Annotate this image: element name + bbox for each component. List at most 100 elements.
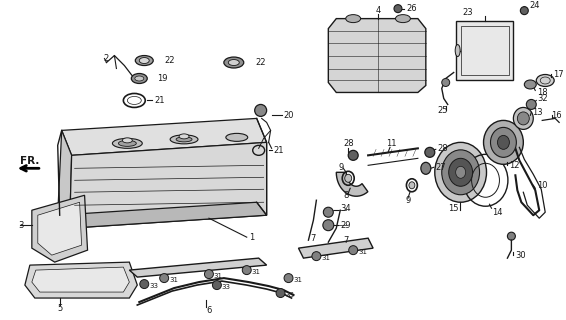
Ellipse shape: [441, 78, 450, 86]
Text: 9: 9: [338, 163, 344, 172]
Ellipse shape: [517, 112, 529, 125]
Ellipse shape: [435, 142, 487, 202]
Ellipse shape: [255, 104, 267, 116]
Ellipse shape: [276, 289, 285, 298]
Text: 24: 24: [529, 1, 540, 10]
Text: 21: 21: [154, 96, 165, 105]
Ellipse shape: [139, 58, 149, 64]
Text: 20: 20: [284, 111, 294, 120]
Ellipse shape: [346, 15, 361, 23]
Ellipse shape: [228, 60, 239, 66]
Ellipse shape: [421, 162, 431, 174]
Text: 3: 3: [18, 221, 23, 230]
Text: 21: 21: [273, 146, 284, 155]
Ellipse shape: [456, 166, 466, 178]
Ellipse shape: [224, 57, 244, 68]
Ellipse shape: [135, 76, 144, 81]
Ellipse shape: [498, 135, 509, 149]
Text: 31: 31: [321, 255, 331, 261]
Text: 31: 31: [358, 249, 367, 255]
Text: 7: 7: [310, 234, 316, 243]
Text: 29: 29: [340, 221, 351, 230]
Text: 9: 9: [406, 196, 411, 205]
Text: 11: 11: [386, 139, 397, 148]
Text: 6: 6: [206, 306, 211, 315]
Text: 5: 5: [58, 304, 63, 313]
Polygon shape: [58, 202, 267, 228]
Ellipse shape: [284, 274, 293, 283]
Ellipse shape: [394, 5, 402, 12]
Polygon shape: [328, 19, 426, 92]
Ellipse shape: [113, 138, 142, 148]
Ellipse shape: [409, 182, 415, 189]
Ellipse shape: [212, 281, 221, 290]
Polygon shape: [336, 172, 368, 196]
Ellipse shape: [349, 246, 358, 255]
Text: 13: 13: [532, 108, 543, 117]
Text: 4: 4: [376, 6, 381, 15]
Ellipse shape: [526, 100, 536, 109]
Polygon shape: [38, 202, 82, 255]
Text: 1: 1: [248, 233, 254, 242]
Ellipse shape: [323, 207, 333, 217]
Text: 25: 25: [438, 106, 448, 115]
Ellipse shape: [348, 150, 358, 160]
Ellipse shape: [441, 150, 479, 195]
Ellipse shape: [176, 137, 192, 142]
Ellipse shape: [449, 158, 473, 186]
Polygon shape: [32, 195, 88, 262]
Ellipse shape: [170, 135, 198, 144]
Ellipse shape: [491, 127, 516, 157]
Ellipse shape: [507, 232, 516, 240]
Text: 17: 17: [553, 70, 564, 79]
Text: 32: 32: [537, 94, 548, 103]
Text: 31: 31: [252, 269, 261, 275]
Ellipse shape: [118, 140, 136, 146]
Text: 18: 18: [537, 88, 548, 97]
Text: 2: 2: [104, 54, 109, 63]
Polygon shape: [62, 118, 267, 155]
Ellipse shape: [179, 134, 189, 139]
Ellipse shape: [226, 133, 248, 141]
Ellipse shape: [242, 266, 251, 275]
Ellipse shape: [312, 252, 321, 260]
Text: 16: 16: [551, 111, 562, 120]
Ellipse shape: [396, 15, 410, 23]
Ellipse shape: [135, 56, 153, 66]
Ellipse shape: [513, 108, 533, 129]
Text: 12: 12: [509, 161, 520, 170]
Ellipse shape: [345, 174, 351, 182]
Polygon shape: [25, 262, 138, 298]
Text: 15: 15: [448, 204, 458, 213]
Text: 28: 28: [438, 144, 448, 153]
Polygon shape: [298, 238, 373, 258]
Text: 28: 28: [343, 139, 354, 148]
Ellipse shape: [140, 280, 149, 289]
Text: 8: 8: [343, 191, 349, 200]
Ellipse shape: [204, 270, 213, 279]
Ellipse shape: [455, 44, 460, 57]
Text: 31: 31: [294, 277, 302, 283]
Text: 30: 30: [516, 251, 526, 260]
Polygon shape: [70, 142, 267, 228]
Text: 31: 31: [214, 273, 223, 279]
Text: 14: 14: [492, 208, 503, 217]
Text: 33: 33: [149, 283, 158, 289]
Text: 22: 22: [256, 58, 266, 67]
Text: FR.: FR.: [20, 156, 39, 166]
Ellipse shape: [425, 147, 435, 157]
Text: 27: 27: [436, 163, 447, 172]
Polygon shape: [456, 20, 513, 81]
Polygon shape: [58, 130, 72, 228]
Ellipse shape: [520, 7, 528, 15]
Ellipse shape: [536, 75, 554, 86]
Text: 10: 10: [537, 181, 548, 190]
Ellipse shape: [524, 80, 536, 89]
Polygon shape: [32, 267, 130, 292]
Ellipse shape: [122, 138, 132, 143]
Ellipse shape: [160, 274, 169, 283]
Ellipse shape: [323, 220, 334, 231]
Ellipse shape: [131, 74, 147, 84]
Polygon shape: [130, 258, 267, 277]
Text: 33: 33: [285, 292, 294, 298]
